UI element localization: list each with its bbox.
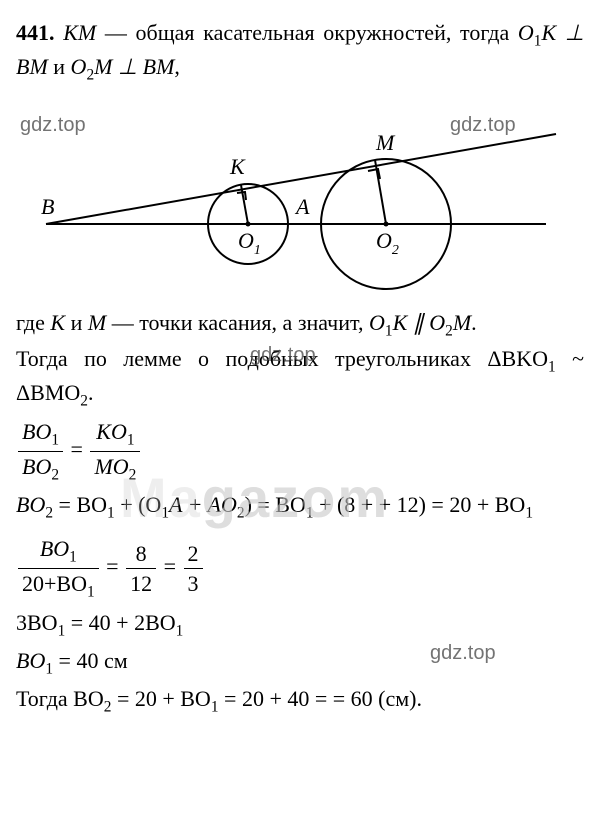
paragraph-2: Тогда по лемме о подобных треугольниках … [16,344,584,412]
label-O2: O2 [376,228,399,258]
problem-number: 441. [16,20,55,45]
equation-3: BO1 = 40 см [16,646,584,680]
equation-1: BO2 = BO1 + (O1A + AO2) = BO1 + (8 + + 1… [16,490,584,524]
geometry-diagram: B K M A O1 O2 [16,92,584,300]
label-O1: O1 [238,228,261,258]
intro-paragraph: 441. KM — общая касательная окружностей,… [16,18,584,86]
paragraph-1: где K и M — точки касания, а значит, O1K… [16,308,584,342]
label-K: K [229,154,246,179]
equation-fraction-1: BO1 BO2 = KO1 MO2 [16,417,584,486]
equation-fraction-2: BO1 20+BO1 = 8 12 = 2 3 [16,534,584,603]
equation-2: 3BO1 = 40 + 2BO1 [16,608,584,642]
label-M: M [375,130,396,155]
label-B: B [41,194,54,219]
equation-4: Тогда BO2 = 20 + BO1 = 20 + 40 = = 60 (с… [16,684,584,718]
label-A: A [294,194,310,219]
